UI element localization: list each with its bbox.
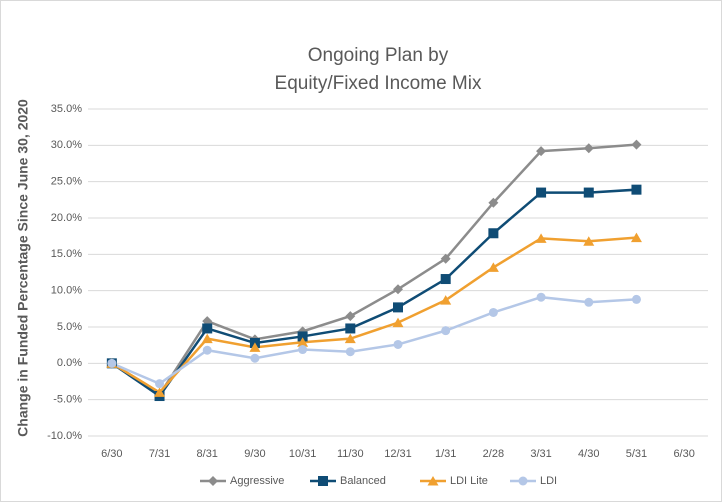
- marker: [344, 333, 356, 344]
- marker: [154, 387, 166, 397]
- marker: [440, 295, 452, 305]
- marker: [536, 146, 547, 157]
- marker: [250, 353, 260, 363]
- y-tick-label: 15.0%: [51, 248, 82, 260]
- marker: [440, 253, 451, 264]
- marker: [488, 228, 499, 239]
- x-tick-label: 7/31: [149, 448, 170, 460]
- marker: [583, 236, 595, 246]
- y-tick-label: 30.0%: [51, 139, 82, 151]
- y-tick-label: 0.0%: [57, 357, 82, 369]
- marker: [518, 476, 528, 486]
- x-tick-label: 6/30: [673, 448, 694, 460]
- x-tick-label: 5/31: [626, 448, 647, 460]
- x-tick-label: 10/31: [289, 448, 317, 460]
- x-tick-label: 4/30: [578, 448, 599, 460]
- x-tick-label: 2/28: [483, 448, 504, 460]
- marker: [345, 311, 356, 322]
- marker: [488, 197, 499, 208]
- marker: [298, 345, 308, 355]
- series-line: [111, 236, 637, 395]
- chart-title: Ongoing Plan by: [308, 45, 449, 66]
- marker: [393, 339, 403, 349]
- x-tick-label: 12/31: [384, 448, 412, 460]
- series-line: [111, 143, 637, 397]
- y-tick-label: 5.0%: [57, 321, 82, 333]
- marker: [441, 326, 451, 336]
- x-tick-label: 1/31: [435, 448, 456, 460]
- x-tick-label: 11/30: [337, 448, 364, 460]
- y-tick-label: -10.0%: [47, 430, 82, 442]
- legend-label: LDI Lite: [450, 475, 488, 487]
- x-tick-label: 8/31: [197, 448, 218, 460]
- marker: [630, 232, 642, 243]
- legend-label: Balanced: [340, 475, 386, 487]
- marker: [583, 187, 594, 198]
- marker: [202, 323, 213, 334]
- y-tick-label: 10.0%: [51, 285, 82, 297]
- marker: [631, 184, 642, 195]
- marker: [583, 143, 594, 154]
- marker: [107, 358, 117, 368]
- marker: [249, 342, 261, 352]
- marker: [440, 274, 451, 285]
- marker: [318, 476, 328, 486]
- marker: [155, 379, 165, 389]
- marker: [535, 233, 547, 243]
- y-tick-label: 35.0%: [51, 103, 82, 115]
- marker: [631, 294, 641, 304]
- marker: [536, 187, 547, 198]
- marker: [393, 302, 403, 313]
- marker: [345, 347, 355, 357]
- legend-label: Aggressive: [230, 475, 284, 487]
- marker: [297, 331, 308, 342]
- series-line: [111, 188, 637, 398]
- marker: [297, 337, 309, 347]
- x-tick-label: 6/30: [101, 448, 122, 460]
- marker: [584, 297, 594, 307]
- marker: [536, 292, 546, 302]
- x-tick-label: 3/31: [530, 448, 551, 460]
- chart-title: Equity/Fixed Income Mix: [275, 73, 482, 94]
- legend-label: LDI: [540, 475, 557, 487]
- marker: [488, 307, 498, 317]
- y-tick-label: -5.0%: [53, 394, 82, 406]
- marker: [392, 317, 404, 328]
- marker: [201, 333, 213, 344]
- marker: [427, 476, 439, 486]
- marker: [202, 345, 212, 355]
- marker: [345, 323, 356, 334]
- marker: [393, 284, 403, 295]
- y-axis-label: Change in Funded Percentage Since June 3…: [15, 99, 31, 437]
- series-line: [111, 295, 637, 386]
- y-tick-label: 20.0%: [51, 212, 82, 224]
- marker: [208, 476, 218, 486]
- marker: [631, 139, 642, 150]
- y-tick-label: 25.0%: [51, 176, 82, 188]
- marker: [487, 262, 499, 272]
- x-tick-label: 9/30: [244, 448, 265, 460]
